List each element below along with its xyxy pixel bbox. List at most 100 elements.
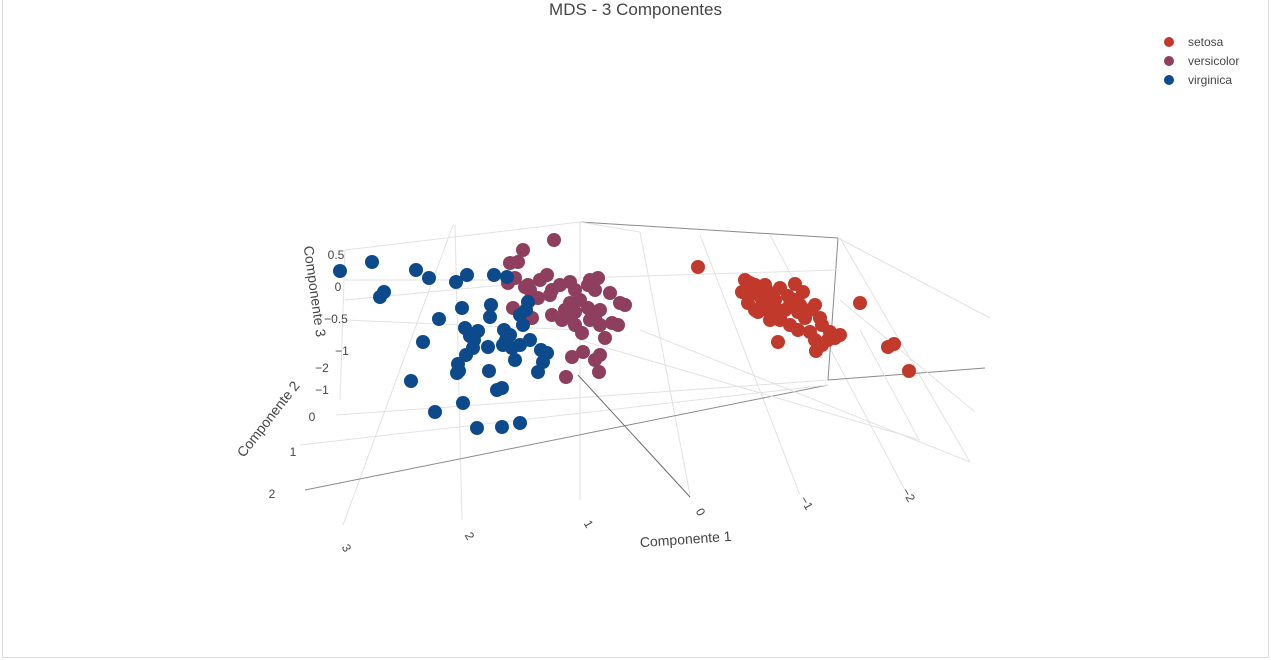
scatter-point-versicolor — [545, 308, 559, 322]
z-tick-label: −0.5 — [324, 312, 348, 326]
scatter-point-setosa — [902, 364, 916, 378]
legend-marker-setosa — [1164, 36, 1174, 47]
scatter-point-virginica — [409, 263, 423, 277]
y-tick-label: 0 — [309, 410, 316, 424]
y-tick-label: 1 — [290, 445, 297, 459]
scatter-point-setosa — [887, 337, 901, 351]
scatter-point-virginica — [460, 268, 474, 282]
scatter-point-setosa — [793, 298, 807, 312]
grid-line — [827, 237, 839, 381]
scatter-point-virginica — [481, 340, 495, 354]
x-axis-title: Componente 1 — [639, 528, 732, 550]
y-tick-label: −1 — [315, 383, 329, 397]
legend-item-setosa[interactable]: setosa — [1164, 32, 1239, 51]
legend-marker-versicolor — [1164, 55, 1174, 66]
scatter-point-versicolor — [516, 243, 530, 257]
scatter-point-virginica — [484, 298, 498, 312]
grid-line — [639, 231, 691, 496]
grid-line — [342, 224, 454, 526]
scatter-point-virginica — [513, 308, 527, 322]
x-tick-label: 1 — [581, 518, 597, 531]
legend-label-virginica: virginica — [1188, 72, 1233, 87]
scatter-point-versicolor — [588, 353, 602, 367]
grid-line — [839, 299, 976, 413]
scatter-point-virginica — [455, 301, 469, 315]
grid-line — [335, 379, 829, 416]
x-tick-label: 3 — [339, 542, 355, 555]
z-axis-title: Componente 3 — [301, 245, 330, 338]
scatter-point-setosa — [781, 289, 795, 303]
scatter-point-virginica — [373, 290, 387, 304]
scatter-point-virginica — [495, 420, 509, 434]
scatter-point-virginica — [416, 335, 430, 349]
scatter-point-virginica — [456, 396, 470, 410]
scatter-point-setosa — [771, 335, 785, 349]
z-tick-label: 0.5 — [328, 248, 345, 262]
y-tick-label: 2 — [269, 487, 276, 501]
scatter-point-versicolor — [592, 365, 606, 379]
scatter-point-virginica — [482, 364, 496, 378]
scatter-point-virginica — [404, 374, 418, 388]
x-tick-label: −2 — [899, 486, 918, 505]
scatter-point-versicolor — [581, 301, 595, 315]
scatter-point-setosa — [853, 296, 867, 310]
scatter-point-versicolor — [533, 273, 547, 287]
legend-marker-virginica — [1164, 74, 1174, 85]
scatter-point-virginica — [513, 416, 527, 430]
grid-line — [699, 234, 801, 496]
scatter-point-versicolor — [511, 255, 525, 269]
scatter-point-versicolor — [611, 318, 625, 332]
grid-line — [579, 221, 839, 239]
scatter-point-virginica — [487, 268, 501, 282]
scatter-point-virginica — [449, 275, 463, 289]
x-tick-label: 2 — [462, 530, 478, 543]
grid-line — [344, 221, 581, 251]
y-tick-label: −2 — [315, 361, 329, 375]
scatter-point-versicolor — [565, 350, 579, 364]
scatter-point-setosa — [743, 276, 757, 290]
grid-line — [304, 384, 829, 491]
scatter-point-versicolor — [581, 278, 595, 292]
grid-line — [577, 269, 839, 279]
scatter-point-versicolor — [618, 298, 632, 312]
scatter-point-virginica — [500, 270, 514, 284]
axis-line — [577, 374, 691, 498]
x-tick-label: −1 — [797, 494, 816, 513]
chart-title: MDS - 3 Componentes — [549, 0, 722, 19]
scatter-point-setosa — [771, 303, 785, 317]
scatter-point-virginica — [508, 353, 522, 367]
scatter-point-virginica — [432, 312, 446, 326]
scatter-point-setosa — [691, 260, 705, 274]
z-tick-label: −1 — [335, 344, 349, 358]
grid-line — [859, 329, 919, 439]
scatter-point-setosa — [833, 328, 847, 342]
scatter-point-setosa — [763, 313, 777, 327]
x-tick-label: 0 — [693, 506, 709, 519]
scatter-point-versicolor — [591, 271, 605, 285]
scatter-point-virginica — [466, 341, 480, 355]
scatter-point-versicolor — [559, 370, 573, 384]
grid-line — [639, 329, 971, 463]
scatter-point-setosa — [821, 333, 835, 347]
scatter-point-virginica — [531, 365, 545, 379]
scatter-point-virginica — [503, 328, 517, 342]
scatter-point-setosa — [735, 285, 749, 299]
scatter-point-setosa — [809, 344, 823, 358]
grid-line — [839, 237, 971, 463]
scatter-point-versicolor — [603, 286, 617, 300]
scatter-point-setosa — [751, 305, 765, 319]
scatter-point-virginica — [490, 383, 504, 397]
legend: setosa versicolor virginica — [1164, 32, 1239, 89]
grid-line — [579, 221, 641, 233]
legend-item-versicolor[interactable]: versicolor — [1164, 51, 1239, 70]
legend-label-setosa: setosa — [1188, 34, 1224, 49]
scatter-point-versicolor — [598, 331, 612, 345]
legend-item-virginica[interactable]: virginica — [1164, 70, 1239, 89]
scatter-point-virginica — [523, 333, 537, 347]
scatter-point-virginica — [470, 421, 484, 435]
scatter-point-virginica — [422, 271, 436, 285]
scatter-point-versicolor — [593, 318, 607, 332]
z-tick-label: 0 — [335, 280, 342, 294]
scatter-point-setosa — [808, 298, 822, 312]
